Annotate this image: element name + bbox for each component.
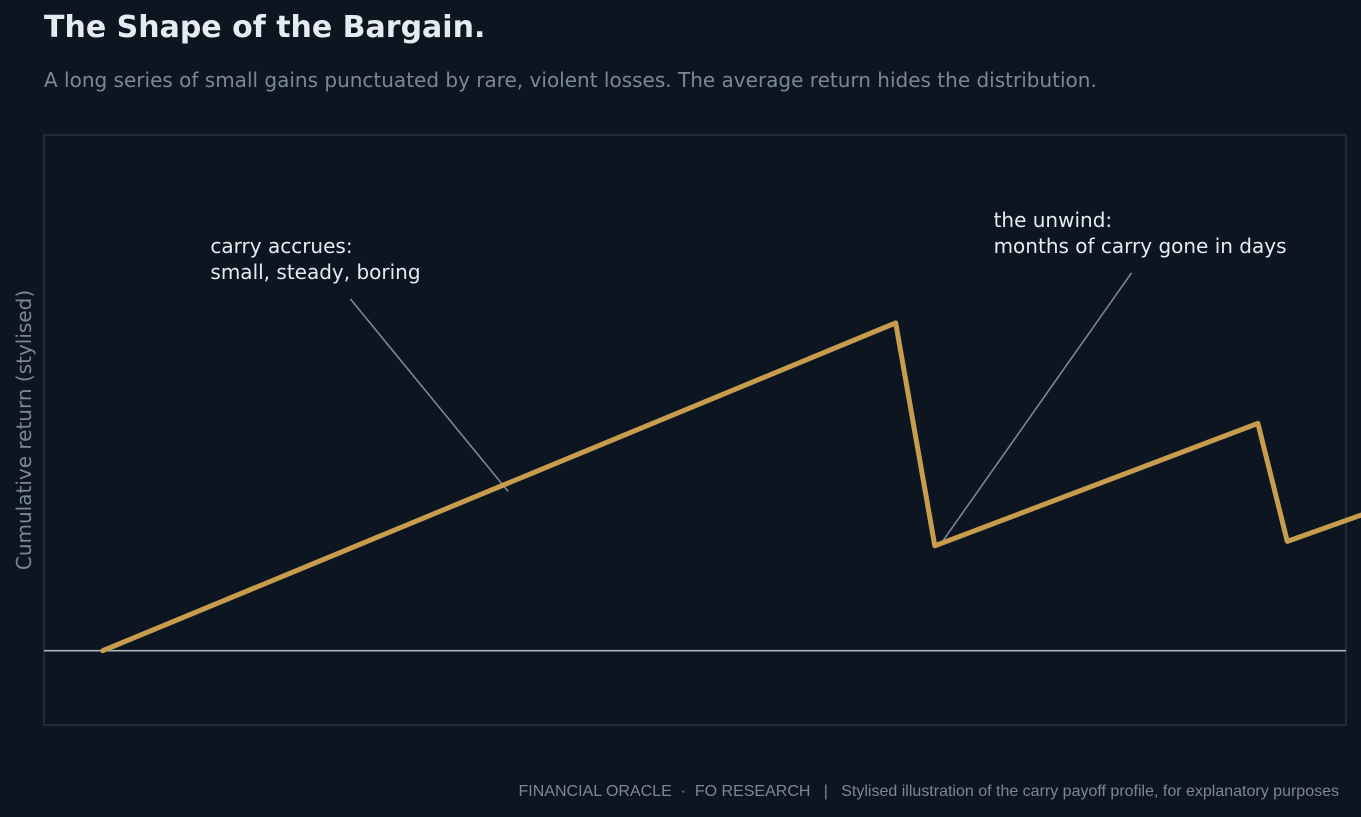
annotation-2-line-1: the unwind: bbox=[994, 208, 1113, 232]
footer-note: FINANCIAL ORACLE · FO RESEARCH | Stylise… bbox=[518, 783, 1339, 800]
annotation-leader-2 bbox=[940, 272, 1133, 545]
annotation-2-line-2: months of carry gone in days bbox=[994, 234, 1287, 258]
plot-frame bbox=[43, 134, 1347, 726]
series-line-1 bbox=[100, 320, 1361, 654]
annotation-1-line-1: carry accrues: bbox=[210, 234, 352, 258]
annotation-1: carry accrues: small, steady, boring bbox=[210, 234, 420, 284]
annotations: carry accrues: small, steady, boring the u… bbox=[210, 208, 1287, 545]
chart-title: The Shape of the Bargain. bbox=[44, 10, 486, 45]
y-axis-label: Cumulative return (stylised) bbox=[12, 290, 36, 570]
series-group bbox=[100, 320, 1361, 654]
annotation-2: the unwind: months of carry gone in days bbox=[994, 208, 1287, 258]
annotation-leader-1 bbox=[349, 298, 509, 492]
annotation-1-line-2: small, steady, boring bbox=[210, 260, 420, 284]
chart-subtitle: A long series of small gains punctuated … bbox=[44, 68, 1097, 92]
